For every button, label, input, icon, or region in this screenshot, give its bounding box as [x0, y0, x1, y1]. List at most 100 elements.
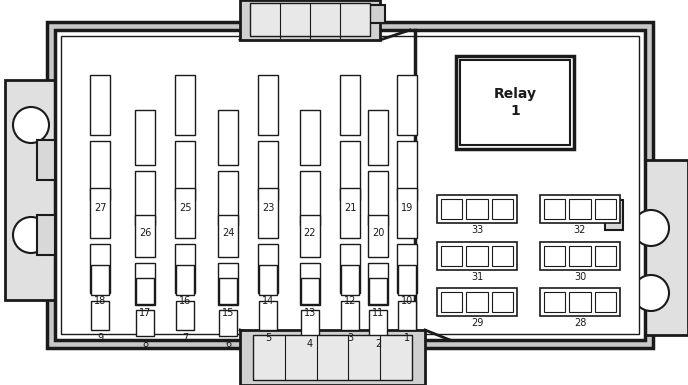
Bar: [456, 56, 574, 149]
Text: 33: 33: [471, 225, 483, 235]
Text: 7: 7: [182, 333, 188, 343]
Bar: [258, 141, 278, 200]
Bar: [397, 243, 417, 293]
Bar: [240, 0, 380, 40]
Bar: [492, 292, 513, 312]
Bar: [397, 75, 417, 134]
Bar: [540, 195, 620, 223]
Bar: [301, 278, 319, 304]
Bar: [340, 141, 360, 200]
Bar: [341, 265, 359, 295]
Text: 12: 12: [344, 296, 356, 306]
Bar: [341, 301, 359, 330]
Text: 23: 23: [262, 203, 275, 213]
Bar: [90, 243, 110, 293]
Bar: [135, 263, 155, 305]
Bar: [218, 110, 238, 164]
Bar: [437, 242, 517, 270]
Bar: [570, 199, 591, 219]
Bar: [218, 263, 238, 305]
Text: 15: 15: [222, 308, 234, 318]
Text: 18: 18: [94, 296, 106, 306]
Text: 4: 4: [307, 339, 313, 349]
Text: 21: 21: [344, 203, 356, 213]
Bar: [135, 110, 155, 164]
Text: 20: 20: [372, 228, 384, 238]
Text: 13: 13: [304, 308, 316, 318]
Bar: [368, 215, 388, 257]
Text: 28: 28: [574, 318, 586, 328]
Circle shape: [13, 107, 49, 143]
Text: 30: 30: [574, 272, 586, 282]
Bar: [368, 110, 388, 164]
Bar: [492, 199, 513, 219]
Bar: [340, 188, 360, 238]
Bar: [492, 246, 513, 266]
Text: 8: 8: [142, 339, 148, 349]
Bar: [620, 160, 688, 335]
Bar: [219, 310, 237, 336]
Bar: [90, 75, 110, 134]
Bar: [136, 310, 154, 336]
Bar: [340, 243, 360, 293]
Bar: [390, 340, 408, 362]
Bar: [460, 60, 570, 145]
Bar: [135, 215, 155, 257]
Bar: [176, 265, 194, 295]
Bar: [37, 215, 55, 255]
Bar: [240, 330, 425, 385]
Bar: [219, 278, 237, 304]
Text: 31: 31: [471, 272, 483, 282]
Bar: [441, 246, 462, 266]
Text: 29: 29: [471, 318, 483, 328]
Bar: [300, 171, 320, 225]
Bar: [61, 36, 639, 334]
Bar: [540, 288, 620, 316]
Text: 22: 22: [303, 228, 316, 238]
Bar: [466, 199, 488, 219]
Bar: [398, 301, 416, 330]
Bar: [544, 246, 566, 266]
Bar: [398, 265, 416, 295]
Text: 14: 14: [262, 296, 274, 306]
Bar: [397, 188, 417, 238]
Text: 25: 25: [179, 203, 191, 213]
Bar: [5, 80, 57, 300]
Text: 6: 6: [225, 339, 231, 349]
Text: 9: 9: [97, 333, 103, 343]
Bar: [259, 265, 277, 295]
Bar: [466, 246, 488, 266]
Bar: [397, 141, 417, 200]
Bar: [544, 199, 566, 219]
Bar: [135, 171, 155, 225]
Bar: [175, 243, 195, 293]
Bar: [258, 75, 278, 134]
Circle shape: [13, 217, 49, 253]
Bar: [90, 188, 110, 238]
Bar: [368, 171, 388, 225]
Bar: [136, 278, 154, 304]
Bar: [258, 188, 278, 238]
Bar: [218, 215, 238, 257]
Text: 19: 19: [401, 203, 413, 213]
Bar: [594, 292, 616, 312]
Text: 1: 1: [404, 333, 410, 343]
Bar: [47, 22, 653, 348]
Text: 10: 10: [401, 296, 413, 306]
Bar: [466, 292, 488, 312]
Bar: [301, 310, 319, 336]
Bar: [218, 171, 238, 225]
Bar: [91, 265, 109, 295]
Text: 16: 16: [179, 296, 191, 306]
Text: 11: 11: [372, 308, 384, 318]
Text: 17: 17: [139, 308, 151, 318]
Bar: [250, 3, 370, 36]
Bar: [90, 141, 110, 200]
Bar: [55, 30, 645, 340]
Bar: [594, 246, 616, 266]
Bar: [594, 199, 616, 219]
Bar: [368, 263, 388, 305]
Bar: [441, 292, 462, 312]
Bar: [605, 200, 623, 230]
Bar: [369, 310, 387, 336]
